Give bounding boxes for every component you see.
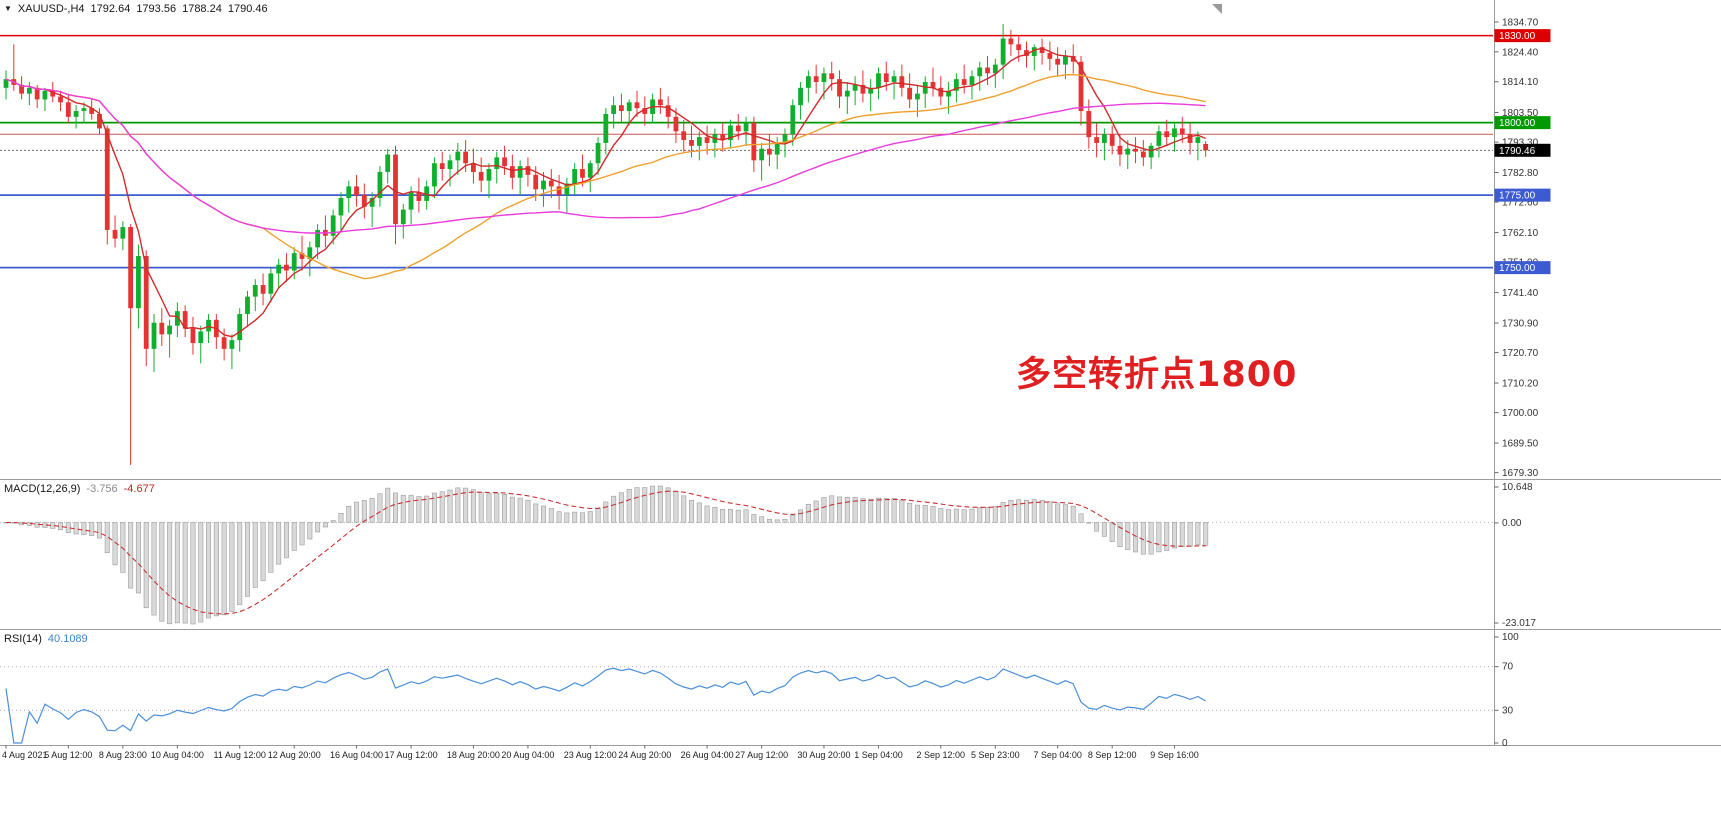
svg-text:0: 0 bbox=[1502, 738, 1508, 749]
svg-text:1790.46: 1790.46 bbox=[1499, 146, 1536, 157]
rsi-label: RSI(14) bbox=[4, 633, 42, 645]
svg-text:5 Sep 23:00: 5 Sep 23:00 bbox=[971, 750, 1020, 760]
svg-text:24 Aug 20:00: 24 Aug 20:00 bbox=[618, 750, 671, 760]
svg-text:70: 70 bbox=[1502, 662, 1514, 673]
svg-text:1689.50: 1689.50 bbox=[1502, 439, 1539, 450]
candlesticks bbox=[3, 24, 1209, 465]
svg-text:-23.017: -23.017 bbox=[1502, 618, 1536, 629]
chart-annotation-text[interactable]: 多空转折点1800 bbox=[1016, 355, 1298, 395]
svg-text:1772.60: 1772.60 bbox=[1502, 198, 1539, 209]
rsi-line bbox=[5, 667, 1206, 744]
svg-text:20 Aug 04:00: 20 Aug 04:00 bbox=[501, 750, 554, 760]
price-line-label: 1750.00 bbox=[1494, 261, 1551, 275]
svg-text:26 Aug 04:00: 26 Aug 04:00 bbox=[681, 750, 734, 760]
svg-text:10 Aug 04:00: 10 Aug 04:00 bbox=[151, 750, 204, 760]
svg-text:7 Sep 04:00: 7 Sep 04:00 bbox=[1033, 750, 1082, 760]
ohlc-high: 1793.56 bbox=[136, 3, 177, 15]
svg-text:4 Aug 2021: 4 Aug 2021 bbox=[2, 750, 48, 760]
moving-average-lines bbox=[5, 47, 1206, 338]
macd-label: MACD(12,26,9) bbox=[4, 483, 81, 495]
rsi-panel-title: RSI(14) 40.1089 bbox=[4, 633, 94, 645]
symbol-timeframe: XAUUSD-,H4 bbox=[17, 3, 85, 15]
svg-text:12 Aug 20:00: 12 Aug 20:00 bbox=[268, 750, 321, 760]
rsi-value: 40.1089 bbox=[47, 633, 88, 645]
svg-text:30: 30 bbox=[1502, 705, 1514, 716]
svg-text:1762.10: 1762.10 bbox=[1502, 228, 1539, 239]
price-line-label: 1790.46 bbox=[1494, 143, 1551, 157]
svg-text:16 Aug 04:00: 16 Aug 04:00 bbox=[330, 750, 383, 760]
svg-text:1679.30: 1679.30 bbox=[1502, 468, 1539, 479]
svg-text:18 Aug 20:00: 18 Aug 20:00 bbox=[447, 750, 500, 760]
svg-text:1814.10: 1814.10 bbox=[1502, 77, 1539, 88]
svg-text:30 Aug 20:00: 30 Aug 20:00 bbox=[797, 750, 850, 760]
svg-text:2 Sep 12:00: 2 Sep 12:00 bbox=[917, 750, 966, 760]
svg-text:8 Aug 23:00: 8 Aug 23:00 bbox=[99, 750, 147, 760]
svg-text:1720.70: 1720.70 bbox=[1502, 348, 1539, 359]
rsi-axis: 100 70 30 0 bbox=[1494, 632, 1519, 749]
macd-signal-line bbox=[5, 490, 1206, 615]
svg-text:5 Aug 12:00: 5 Aug 12:00 bbox=[44, 750, 92, 760]
svg-text:1803.50: 1803.50 bbox=[1502, 108, 1539, 119]
macd-panel-title: MACD(12,26,9) -3.756 -4.677 bbox=[4, 483, 161, 495]
chart-menu-icon[interactable]: ▼ bbox=[4, 4, 12, 13]
svg-text:1782.80: 1782.80 bbox=[1502, 168, 1539, 179]
svg-text:1793.30: 1793.30 bbox=[1502, 138, 1539, 149]
svg-text:100: 100 bbox=[1502, 632, 1519, 643]
svg-text:8 Sep 12:00: 8 Sep 12:00 bbox=[1088, 750, 1137, 760]
svg-text:1834.70: 1834.70 bbox=[1502, 18, 1539, 29]
price-line-label: 1830.00 bbox=[1494, 29, 1551, 42]
svg-text:1824.40: 1824.40 bbox=[1502, 47, 1539, 58]
svg-text:11 Aug 12:00: 11 Aug 12:00 bbox=[214, 750, 266, 760]
svg-text:10.648: 10.648 bbox=[1502, 482, 1533, 493]
macd-histogram bbox=[3, 485, 1209, 625]
price-axis[interactable]: 1834.70 1824.40 1814.10 1803.50 1793.30 1782.… bbox=[1494, 18, 1539, 480]
svg-text:1775.00: 1775.00 bbox=[1499, 191, 1536, 202]
macd-signal-value: -4.677 bbox=[123, 483, 155, 495]
chart-shift-marker-icon[interactable] bbox=[1212, 4, 1222, 14]
horizontal-level-lines[interactable] bbox=[0, 34, 1493, 269]
svg-text:17 Aug 12:00: 17 Aug 12:00 bbox=[385, 750, 438, 760]
svg-text:1830.00: 1830.00 bbox=[1499, 31, 1536, 42]
price-line-label: 1775.00 bbox=[1494, 188, 1551, 202]
svg-text:0.00: 0.00 bbox=[1502, 518, 1522, 529]
ohlc-close: 1790.46 bbox=[227, 3, 268, 15]
svg-text:1750.00: 1750.00 bbox=[1499, 263, 1536, 274]
macd-axis: 10.648 0.00 -23.017 bbox=[1494, 482, 1536, 629]
ohlc-low: 1788.24 bbox=[182, 3, 222, 15]
svg-text:9 Sep 16:00: 9 Sep 16:00 bbox=[1150, 750, 1199, 760]
macd-value: -3.756 bbox=[86, 483, 118, 495]
svg-text:1730.90: 1730.90 bbox=[1502, 319, 1539, 330]
svg-text:23 Aug 12:00: 23 Aug 12:00 bbox=[564, 750, 617, 760]
svg-text:1710.20: 1710.20 bbox=[1502, 379, 1539, 390]
price-line-label: 1800.00 bbox=[1494, 116, 1551, 130]
ohlc-open: 1792.64 bbox=[90, 3, 131, 15]
svg-text:1741.40: 1741.40 bbox=[1502, 288, 1539, 299]
svg-text:1 Sep 04:00: 1 Sep 04:00 bbox=[854, 750, 903, 760]
svg-text:27 Aug 12:00: 27 Aug 12:00 bbox=[735, 750, 788, 760]
svg-text:1800.00: 1800.00 bbox=[1499, 118, 1536, 129]
main-chart-title: ▼ XAUUSD-,H4 1792.64 1793.56 1788.24 1790.46 bbox=[4, 3, 274, 15]
svg-text:1700.00: 1700.00 bbox=[1502, 408, 1539, 419]
